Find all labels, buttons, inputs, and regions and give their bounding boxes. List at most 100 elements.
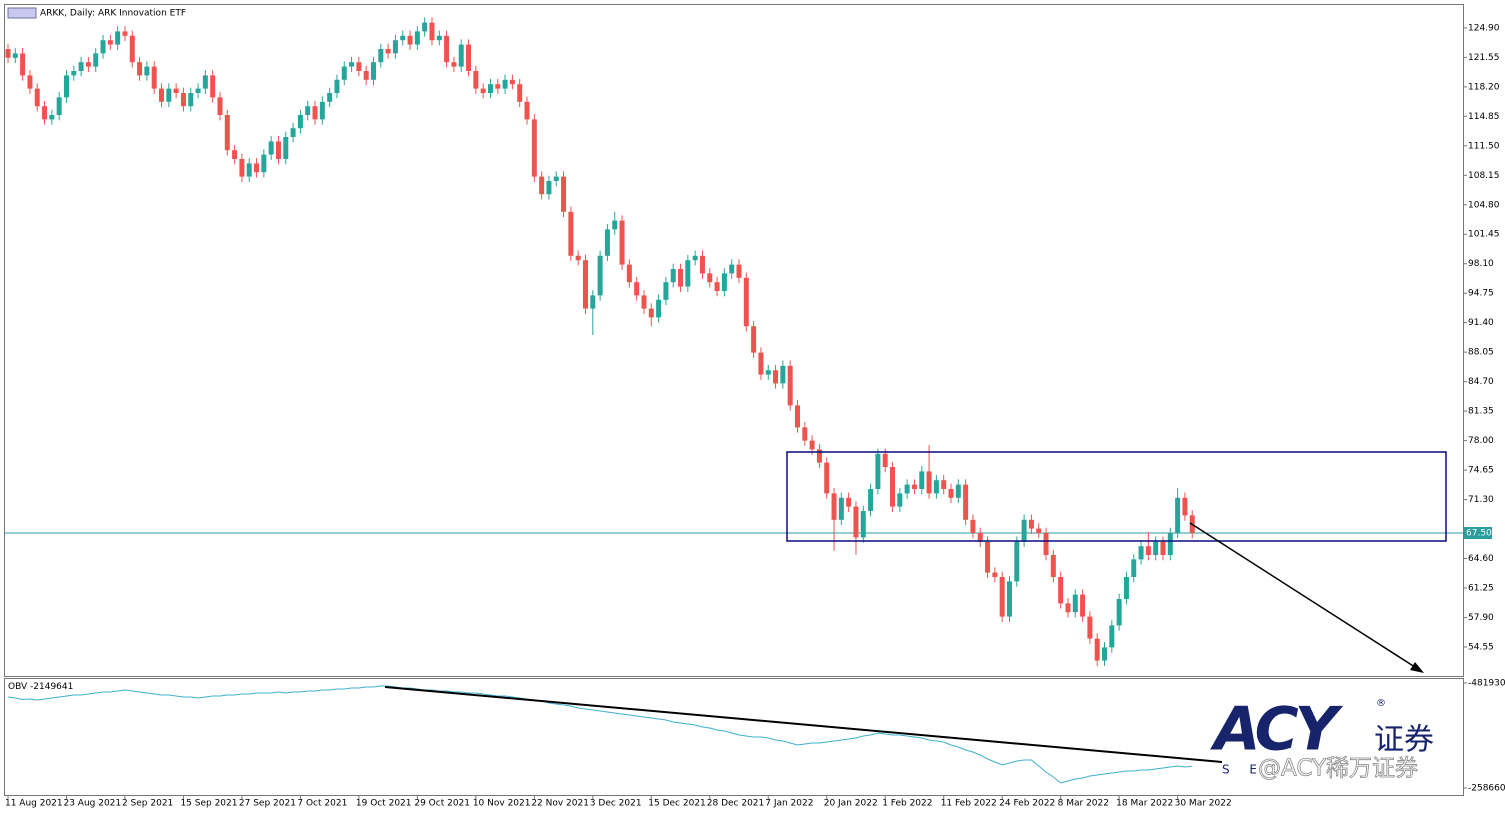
candle-body xyxy=(422,22,428,32)
y-tick-label: 118.20 xyxy=(1468,82,1500,92)
candle-body xyxy=(582,260,588,309)
candle-body xyxy=(473,71,479,89)
candle-body xyxy=(385,49,391,54)
logo: ACY xyxy=(1210,695,1344,765)
candle-body xyxy=(838,497,844,520)
candle-body xyxy=(699,255,705,274)
candle-body xyxy=(1131,559,1137,577)
x-tick-label: 19 Oct 2021 xyxy=(356,799,412,809)
candle-body xyxy=(919,471,925,489)
forecast-arrow xyxy=(1189,522,1419,670)
obv-last: -2149641 xyxy=(30,682,73,692)
candle-body xyxy=(407,35,413,45)
candle-body xyxy=(568,211,574,256)
candle-body xyxy=(392,40,398,54)
candle-body xyxy=(5,49,11,58)
candle-body xyxy=(597,255,603,296)
x-tick-label: 7 Oct 2021 xyxy=(297,799,347,809)
candle-body xyxy=(217,97,223,115)
candle-body xyxy=(1116,599,1122,626)
candle-body xyxy=(860,511,866,538)
obv-tick-label: -2586607 xyxy=(1468,783,1505,793)
candle-body xyxy=(1153,541,1159,555)
candle-body xyxy=(890,467,896,507)
candle-body xyxy=(305,106,311,115)
x-tick-label: 3 Dec 2021 xyxy=(590,799,642,809)
candle-body xyxy=(151,66,157,89)
candle-body xyxy=(648,308,654,318)
obv-name: OBV xyxy=(8,682,28,692)
candle-body xyxy=(122,31,128,36)
candle-body xyxy=(297,115,303,129)
candle-body xyxy=(1175,497,1181,533)
range-box xyxy=(786,451,1447,542)
candle-body xyxy=(714,282,720,291)
candle-body xyxy=(334,79,340,93)
candle-body xyxy=(970,519,976,533)
candle-body xyxy=(144,66,150,76)
candle-body xyxy=(524,101,530,120)
y-tick-label: 91.40 xyxy=(1468,318,1494,328)
x-tick-label: 8 Mar 2022 xyxy=(1058,799,1109,809)
candle-body xyxy=(1072,594,1078,613)
candle-body xyxy=(85,62,91,67)
candle-body xyxy=(904,484,910,494)
candle-body xyxy=(809,440,815,450)
candle-body xyxy=(378,49,384,63)
candle-body xyxy=(239,159,245,177)
candle-body xyxy=(612,220,618,230)
candle-body xyxy=(349,62,355,67)
y-tick-label: 61.25 xyxy=(1468,584,1494,594)
candle-body xyxy=(985,541,991,573)
y-tick-label: 111.50 xyxy=(1468,141,1500,151)
candle-body xyxy=(1138,546,1144,560)
candle-body xyxy=(604,229,610,256)
candle-body xyxy=(451,62,457,67)
x-tick-label: 29 Oct 2021 xyxy=(414,799,470,809)
candle-body xyxy=(517,84,523,102)
candle-body xyxy=(794,405,800,428)
candle-body xyxy=(371,62,377,80)
candle-body xyxy=(539,176,545,195)
candle-body xyxy=(546,181,552,195)
candle-body xyxy=(78,62,84,71)
candle-body xyxy=(224,115,230,151)
candle-body xyxy=(93,53,99,67)
y-tick-label: 78.00 xyxy=(1468,436,1494,446)
logo-cn: 证券 xyxy=(1374,723,1434,758)
candle-body xyxy=(619,220,625,265)
candle-body xyxy=(49,115,55,120)
logo-sub: S E xyxy=(1222,763,1265,777)
candle-body xyxy=(20,53,26,76)
watermark-handle: @ACY稀万证券 xyxy=(1258,756,1418,782)
candle-body xyxy=(268,141,274,155)
x-tick-label: 23 Aug 2021 xyxy=(63,799,121,809)
candle-body xyxy=(290,128,296,137)
candle-body xyxy=(1065,603,1071,613)
obv-panel xyxy=(4,678,1464,796)
candle-body xyxy=(882,453,888,467)
y-tick-label: 54.55 xyxy=(1468,642,1494,652)
x-tick-label: 18 Mar 2022 xyxy=(1116,799,1173,809)
candle-body xyxy=(758,352,764,375)
candle-body xyxy=(1102,647,1108,661)
candle-body xyxy=(751,326,757,353)
candle-body xyxy=(590,295,596,309)
candle-body xyxy=(487,84,493,93)
candle-body xyxy=(553,176,559,181)
x-tick-label: 20 Jan 2022 xyxy=(824,799,878,809)
candle-body xyxy=(1021,519,1027,542)
candle-body xyxy=(195,88,201,93)
candle-body xyxy=(1006,581,1012,617)
y-tick-label: 74.65 xyxy=(1468,466,1494,476)
candle-body xyxy=(275,141,281,159)
x-tick-label: 28 Dec 2021 xyxy=(707,799,765,809)
candle-body xyxy=(787,365,793,406)
candle-body xyxy=(992,572,998,577)
candle-body xyxy=(721,273,727,291)
candle-body xyxy=(941,480,947,489)
candle-body xyxy=(341,66,347,80)
chart-title: ARKK, Daily: ARK Innovation ETF xyxy=(40,9,186,19)
candle-body xyxy=(670,269,676,283)
candle-body xyxy=(137,62,143,76)
